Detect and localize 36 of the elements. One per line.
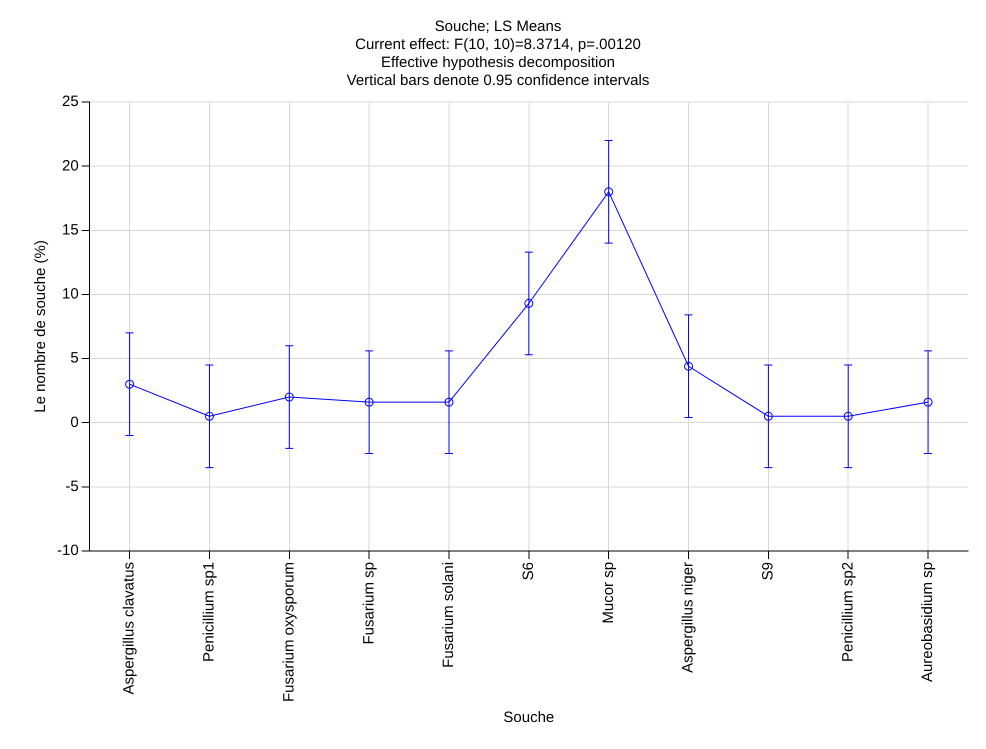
- y-tick-label: 10: [62, 286, 79, 303]
- chart-subtitle: Current effect: F(10, 10)=8.3714, p=.00120: [355, 36, 641, 54]
- y-tick-label: 0: [70, 414, 79, 431]
- point: [364, 398, 374, 407]
- x-tick-label: Fusarium oxysporum: [280, 562, 298, 702]
- point: [125, 380, 134, 389]
- x-tick-label: Aureobasidium sp: [919, 562, 936, 682]
- y-axis-title: Le nombre de souche (%): [32, 240, 50, 413]
- point: [524, 298, 534, 308]
- x-tick-label: S9: [760, 562, 777, 580]
- x-tick-label: Aspergillus niger: [680, 562, 697, 673]
- text: Effective hypothesis decomposition: [380, 54, 616, 72]
- y-tick-label: 5: [70, 350, 79, 367]
- point: [924, 398, 933, 407]
- x-tick-label: Mucor sp: [600, 562, 617, 624]
- y-tick-label: -5: [65, 478, 79, 495]
- x-tick-label: Penicillium sp1: [200, 562, 218, 662]
- x-tick-label: Penicillium sp2: [839, 562, 856, 662]
- x-axis-title: Souche: [503, 709, 554, 726]
- point: [844, 412, 853, 421]
- point: [604, 187, 614, 196]
- point: [204, 412, 214, 421]
- point: [764, 412, 773, 421]
- x-tick-label: Aspergillus clavatus: [120, 562, 138, 695]
- text: Vertical bars denote 0.95 confidence intervals: [346, 72, 650, 90]
- y-tick-label: 25: [62, 93, 79, 110]
- x-tick-label: Fusarium sp: [360, 562, 378, 644]
- y-tick-label: -10: [56, 542, 79, 560]
- x-tick-label: S6: [520, 562, 537, 580]
- point: [284, 392, 294, 402]
- y-tick-label: 20: [62, 157, 79, 174]
- point: [684, 362, 694, 371]
- x-tick-label: Fusarium solani: [440, 562, 458, 668]
- y-tick-label: 15: [62, 221, 79, 238]
- chart-title: Souche; LS Means: [434, 18, 562, 36]
- point: [444, 398, 454, 407]
